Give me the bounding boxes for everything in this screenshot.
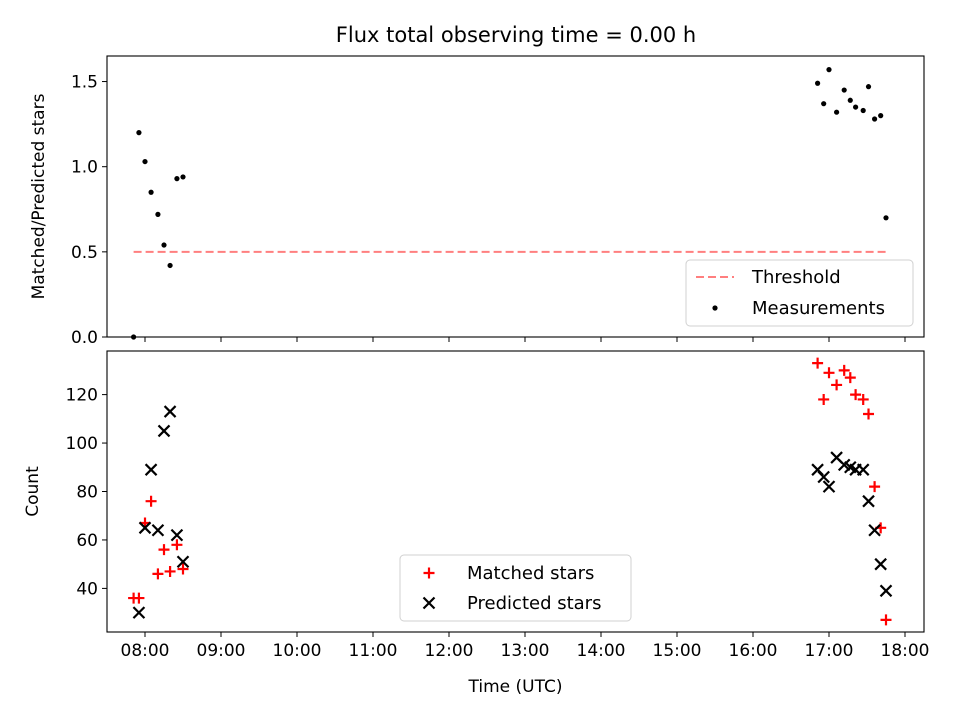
x-tick-label: 17:00 bbox=[805, 641, 854, 661]
x-tick-label: 10:00 bbox=[273, 641, 322, 661]
legend-predicted-label: Predicted stars bbox=[467, 593, 601, 614]
top-panel: 0.0 0.5 1.0 1.5 Matched/Predicted stars Thres… bbox=[29, 55, 925, 348]
matched-star-point bbox=[177, 563, 189, 575]
predicted-star-point bbox=[157, 424, 171, 438]
predicted-star-point bbox=[170, 528, 184, 542]
predicted-star-point bbox=[144, 463, 158, 476]
measurement-point bbox=[142, 158, 148, 165]
predicted-star-point bbox=[868, 523, 881, 537]
legend-matched-swatch bbox=[423, 567, 435, 579]
predicted-star-point bbox=[817, 470, 830, 484]
legend: Threshold Measurements bbox=[685, 259, 914, 327]
predicted-star-point bbox=[874, 557, 887, 571]
matched-star-point bbox=[863, 408, 875, 420]
matched-star-point bbox=[850, 389, 862, 401]
legend-threshold-label: Threshold bbox=[751, 267, 841, 288]
predicted-star-point bbox=[856, 463, 870, 476]
measurement-point bbox=[180, 174, 186, 180]
legend-box bbox=[399, 554, 632, 622]
matched-star-point bbox=[145, 495, 157, 507]
measurement-point bbox=[865, 84, 872, 90]
y-tick-label: 1.0 bbox=[71, 158, 98, 178]
predicted-star-point bbox=[138, 521, 152, 535]
measurement-point bbox=[161, 242, 167, 248]
matched-star-point bbox=[831, 379, 843, 391]
measurement-point bbox=[155, 211, 161, 217]
matched-star-point bbox=[133, 592, 145, 604]
measurement-point bbox=[826, 67, 832, 73]
y-tick-label: 120 bbox=[66, 386, 98, 406]
measurement-point bbox=[841, 87, 847, 93]
matched-star-point bbox=[838, 364, 850, 376]
x-tick-label: 12:00 bbox=[425, 641, 474, 661]
axes-frame bbox=[106, 55, 925, 338]
bottom-panel: 08:00 09:00 10:00 11:00 12:00 13:00 14:00 15:00… bbox=[23, 350, 930, 697]
measurement-point bbox=[878, 113, 884, 119]
x-tick-label: 14:00 bbox=[577, 641, 626, 661]
measurement-point bbox=[847, 97, 853, 103]
predicted-star-point bbox=[132, 606, 146, 619]
matched-star-point bbox=[171, 539, 183, 551]
y-tick-label: 60 bbox=[76, 531, 98, 551]
measurement-point bbox=[136, 130, 142, 136]
matched-star-point bbox=[880, 614, 892, 626]
measurement-point bbox=[860, 107, 866, 114]
matched-star-point bbox=[818, 393, 830, 405]
legend-predicted-swatch bbox=[422, 596, 436, 610]
x-tick-label: 13:00 bbox=[501, 641, 550, 661]
measurement-point bbox=[815, 80, 821, 86]
matched-star-point bbox=[812, 357, 824, 369]
y-tick-label: 0.0 bbox=[71, 328, 98, 348]
measurement-point bbox=[821, 101, 827, 107]
matched-star-point bbox=[857, 393, 869, 405]
legend-matched-label: Matched stars bbox=[467, 563, 594, 584]
measurement-point bbox=[131, 334, 137, 340]
measurement-point bbox=[883, 215, 889, 221]
measurement-point bbox=[174, 176, 180, 182]
predicted-star-point bbox=[151, 523, 165, 537]
matched-star-point bbox=[869, 481, 881, 493]
y-axis-label: Count bbox=[23, 466, 43, 517]
predicted-star-point bbox=[163, 405, 177, 418]
x-tick-label: 18:00 bbox=[881, 641, 930, 661]
measurement-point bbox=[872, 116, 878, 122]
matched-star-point bbox=[823, 367, 835, 379]
measurement-point bbox=[148, 189, 154, 195]
matched-star-point bbox=[164, 565, 176, 577]
legend-measurements-swatch bbox=[712, 305, 718, 311]
y-axis-label: Matched/Predicted stars bbox=[29, 93, 49, 299]
x-axis-label: Time (UTC) bbox=[468, 677, 563, 697]
legend-measurements-label: Measurements bbox=[752, 298, 885, 319]
predicted-star-point bbox=[862, 494, 875, 508]
measurement-point bbox=[834, 109, 840, 115]
measurement-point bbox=[167, 262, 173, 269]
y-tick-label: 80 bbox=[76, 483, 98, 503]
matched-star-point bbox=[152, 568, 164, 580]
chart-title: Flux total observing time = 0.00 h bbox=[336, 23, 696, 47]
y-tick-label: 100 bbox=[66, 434, 98, 454]
predicted-star-point bbox=[879, 584, 893, 598]
legend: Matched stars Predicted stars bbox=[399, 554, 632, 622]
x-tick-label: 09:00 bbox=[197, 641, 246, 661]
y-tick-label: 40 bbox=[76, 579, 98, 599]
y-tick-label: 0.5 bbox=[71, 243, 98, 263]
x-tick-label: 16:00 bbox=[729, 641, 778, 661]
predicted-star-point bbox=[822, 480, 836, 493]
y-tick-label: 1.5 bbox=[71, 73, 98, 93]
legend-box bbox=[685, 259, 914, 327]
x-tick-label: 08:00 bbox=[121, 641, 170, 661]
matched-star-point bbox=[158, 544, 170, 556]
x-tick-label: 11:00 bbox=[349, 641, 398, 661]
matched-star-point bbox=[844, 372, 856, 384]
predicted-star-point bbox=[176, 555, 190, 569]
measurement-point bbox=[853, 104, 859, 110]
x-tick-label: 15:00 bbox=[653, 641, 702, 661]
